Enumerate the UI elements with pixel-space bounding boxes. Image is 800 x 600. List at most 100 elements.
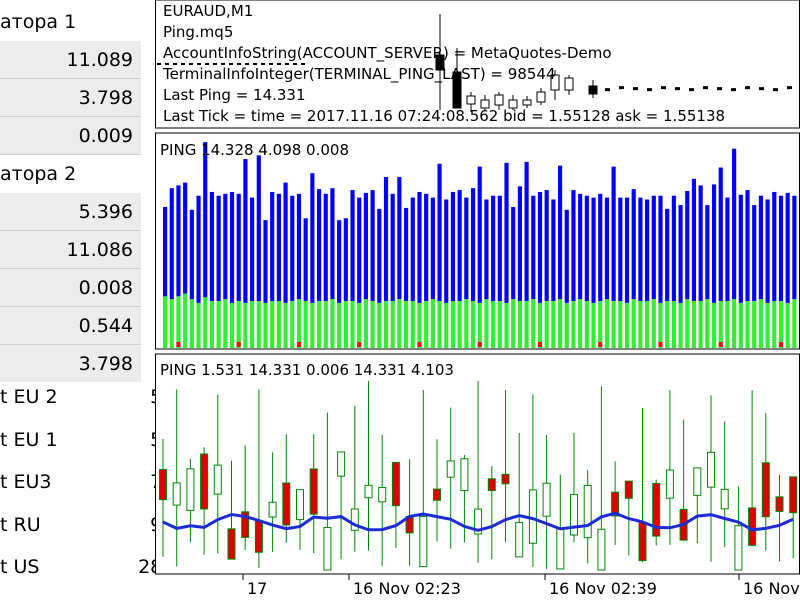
ping-bar-green xyxy=(283,302,288,348)
ping-bar-blue xyxy=(671,195,676,301)
ping-bar-blue xyxy=(511,207,516,300)
ping-bar-green xyxy=(651,299,656,348)
ping-bar-blue xyxy=(457,190,462,301)
ping-bar-blue xyxy=(504,162,509,303)
table-section-header: атора 2 xyxy=(0,155,141,193)
ping-bar-green xyxy=(223,299,228,348)
ping-bar-green xyxy=(725,301,730,348)
chart-info-text: EURAUD,M1 Ping.mq5 AccountInfoString(ACCOU… xyxy=(162,2,725,125)
stats-table: атора 1 11.089 3.798 0.009 атора 2 5.396 11.08… xyxy=(0,0,141,382)
ping-bar-red xyxy=(598,342,603,347)
ping-bar-blue xyxy=(377,208,382,303)
ping-bar-green xyxy=(778,301,784,348)
table-row: 0.544 xyxy=(0,307,141,345)
ping-candle-body xyxy=(350,508,359,531)
indicator2-pane[interactable] xyxy=(155,353,800,575)
ping-bar-blue xyxy=(611,166,616,301)
ping-bar-blue xyxy=(624,197,630,303)
ping-bar-blue xyxy=(189,209,194,300)
ping-bar-green xyxy=(457,301,462,348)
ping-bar-green xyxy=(765,302,770,348)
row-value: 0.009 xyxy=(78,125,133,147)
price-tick xyxy=(745,86,750,90)
ping-candle-body xyxy=(296,489,304,521)
ping-bar-green xyxy=(410,301,415,348)
ping-candle-body xyxy=(638,522,647,562)
section-title: атора 1 xyxy=(0,11,77,33)
ping-candle-body xyxy=(460,458,469,492)
ping-bar-blue xyxy=(243,159,248,303)
price-tick xyxy=(647,88,652,92)
ping-bar-green xyxy=(310,302,315,348)
ping-bar-green xyxy=(470,301,476,348)
ping-bar-green xyxy=(357,302,362,348)
ping-bar-green xyxy=(517,301,522,348)
ping-bar-blue xyxy=(758,195,763,300)
ping-bar-green xyxy=(350,301,355,348)
ping-candle-body xyxy=(693,467,702,496)
ping-bar-blue xyxy=(383,176,389,301)
panel-divider[interactable] xyxy=(141,0,155,382)
ping-bar-blue xyxy=(323,193,328,301)
ping-bar-blue xyxy=(497,195,502,301)
chart-svg[interactable]: EURAUD,M1 Ping.mq5 AccountInfoString(ACCOU… xyxy=(155,0,800,600)
price-tick xyxy=(221,63,225,65)
ping-bar-green xyxy=(404,301,409,348)
ping-bar-blue xyxy=(290,195,295,301)
ping-candle-body xyxy=(542,482,551,517)
ping-bar-blue xyxy=(564,209,569,303)
ping-bar-green xyxy=(424,301,429,348)
ping-bar-green xyxy=(665,301,670,348)
price-tick xyxy=(301,63,305,65)
ping-bar-blue xyxy=(732,148,737,300)
ping-bar-blue xyxy=(772,191,777,301)
ping-bar-blue xyxy=(618,197,623,301)
ping-bar-blue xyxy=(229,191,235,303)
ping-candle-body xyxy=(186,468,195,511)
ping-candle-body xyxy=(501,473,510,485)
ping-bar-red xyxy=(658,342,663,347)
ping-bar-green xyxy=(618,301,623,348)
time-axis-label: 17 xyxy=(247,579,267,598)
price-tick xyxy=(205,63,209,65)
chart-info-line: Last Tick = time = 2017.11.16 07:24:08.5… xyxy=(163,107,725,125)
ping-bar-green xyxy=(330,299,335,348)
ping-bar-blue xyxy=(584,195,589,301)
ping-bar-green xyxy=(203,297,208,348)
ping-bar-green xyxy=(196,302,201,348)
chart-area[interactable]: EURAUD,M1 Ping.mq5 AccountInfoString(ACCOU… xyxy=(155,0,800,600)
ping-bar-blue xyxy=(604,197,610,300)
ping-candle-body xyxy=(378,487,387,503)
ping-bar-green xyxy=(772,301,777,348)
table-row: 11.089 xyxy=(0,41,141,79)
ping-bar-blue xyxy=(524,161,529,301)
ping-candle-body xyxy=(597,528,606,571)
ping-bar-blue xyxy=(209,191,215,301)
ping-candle-body xyxy=(364,484,373,499)
ping-bar-blue xyxy=(430,197,435,300)
price-tick xyxy=(277,63,281,65)
ping-bar-blue xyxy=(357,197,362,303)
ping-bar-green xyxy=(390,301,395,348)
price-tick xyxy=(717,87,722,91)
ping-bar-green xyxy=(491,301,496,348)
candle-body xyxy=(508,99,518,109)
ping-bar-green xyxy=(290,301,295,348)
ping-candle-body xyxy=(570,493,578,536)
ping-bar-blue xyxy=(176,185,181,297)
ping-bar-blue xyxy=(685,191,690,300)
candle-body xyxy=(536,91,546,103)
ping-bar-green xyxy=(270,301,275,348)
price-tick xyxy=(165,63,169,65)
price-tick xyxy=(605,88,610,92)
ping-bar-green xyxy=(531,299,536,348)
ping-bar-blue xyxy=(163,207,168,297)
price-tick xyxy=(173,63,177,65)
ping-bar-blue xyxy=(417,191,422,303)
server-name: t EU3 xyxy=(0,471,52,493)
ping-candle-body xyxy=(665,469,674,499)
ping-candle-body xyxy=(172,482,181,506)
ping-candle-body xyxy=(268,501,277,518)
price-tick xyxy=(229,63,233,65)
ping-bar-green xyxy=(316,301,322,348)
